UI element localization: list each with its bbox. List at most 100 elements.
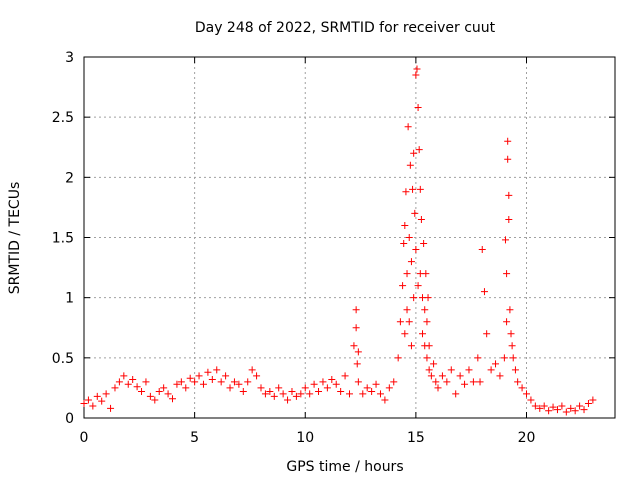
data-point (545, 407, 553, 415)
data-points (80, 65, 597, 416)
data-point (504, 155, 512, 163)
data-point (474, 354, 482, 362)
data-point (589, 396, 597, 404)
data-point (226, 384, 234, 392)
data-point (146, 392, 154, 400)
x-tick-label: 0 (80, 430, 89, 446)
data-point (412, 246, 420, 254)
data-point (155, 388, 163, 396)
data-point (390, 378, 398, 386)
y-tick-label: 0.5 (52, 351, 74, 367)
data-point (115, 378, 123, 386)
data-point (124, 380, 132, 388)
data-point (328, 375, 336, 383)
data-point (465, 366, 473, 374)
x-tick-label: 5 (190, 430, 199, 446)
data-point (89, 402, 97, 410)
data-point (425, 342, 433, 350)
data-point (402, 188, 410, 196)
data-point (164, 390, 172, 398)
data-point (476, 378, 484, 386)
data-point (396, 318, 404, 326)
data-point (406, 161, 414, 169)
data-point (405, 318, 413, 326)
data-point (354, 348, 362, 356)
data-point (417, 215, 425, 223)
data-point (414, 104, 422, 112)
data-point (120, 372, 128, 380)
data-point (509, 354, 517, 362)
data-point (199, 380, 207, 388)
data-point (275, 384, 283, 392)
data-point (401, 330, 409, 338)
data-point (182, 384, 190, 392)
data-point (191, 378, 199, 386)
data-point (496, 372, 504, 380)
data-point (368, 388, 376, 396)
data-point (567, 404, 575, 412)
data-point (420, 240, 428, 248)
data-point (111, 384, 119, 392)
data-point (424, 294, 432, 302)
data-point (306, 390, 314, 398)
data-point (352, 306, 360, 314)
data-point (93, 392, 101, 400)
data-point (507, 330, 515, 338)
y-tick-labels: 0 0.5 1 1.5 2 2.5 3 (52, 50, 74, 427)
data-point (350, 342, 358, 350)
data-point (173, 380, 181, 388)
data-point (403, 270, 411, 278)
x-tick-label: 15 (407, 430, 425, 446)
data-point (107, 404, 115, 412)
data-point (381, 396, 389, 404)
data-point (508, 342, 516, 350)
data-point (438, 372, 446, 380)
data-point (332, 380, 340, 388)
data-point (505, 191, 513, 199)
data-point (217, 378, 225, 386)
x-axis-label: GPS time / hours (286, 459, 403, 475)
grid (84, 57, 615, 418)
data-point (500, 354, 508, 362)
data-point (584, 400, 592, 408)
data-point (270, 392, 278, 400)
data-point (80, 400, 88, 408)
data-point (160, 384, 168, 392)
data-point (177, 378, 185, 386)
data-point (407, 258, 415, 266)
data-point (503, 318, 511, 326)
data-point (412, 71, 420, 79)
data-point (204, 368, 212, 376)
data-point (352, 324, 360, 332)
data-point (553, 406, 561, 414)
data-point (514, 378, 522, 386)
data-point (169, 395, 176, 403)
data-point (423, 318, 431, 326)
y-tick-label: 2.5 (52, 110, 74, 126)
data-point (562, 408, 570, 416)
data-point (400, 240, 408, 248)
data-point (248, 366, 256, 374)
data-point (531, 402, 539, 410)
chart-title: Day 248 of 2022, SRMTID for receiver cuu… (195, 20, 496, 36)
data-point (404, 123, 412, 131)
data-point (501, 236, 509, 244)
data-point (102, 390, 110, 398)
data-point (405, 234, 413, 241)
y-axis-label: SRMTID / TECUs (7, 182, 23, 295)
data-point (222, 372, 230, 380)
data-point (536, 404, 544, 412)
x-tick-labels: 0 5 10 15 20 (80, 430, 536, 446)
data-point (394, 354, 402, 362)
data-point (580, 406, 588, 414)
y-tick-label: 3 (65, 50, 74, 66)
data-point (257, 384, 265, 392)
data-point (415, 146, 423, 154)
data-point (213, 366, 221, 374)
data-point (138, 388, 146, 396)
data-point (310, 380, 318, 388)
data-point (419, 330, 427, 338)
data-point (363, 384, 371, 392)
data-point (523, 390, 530, 398)
data-point (518, 384, 526, 392)
